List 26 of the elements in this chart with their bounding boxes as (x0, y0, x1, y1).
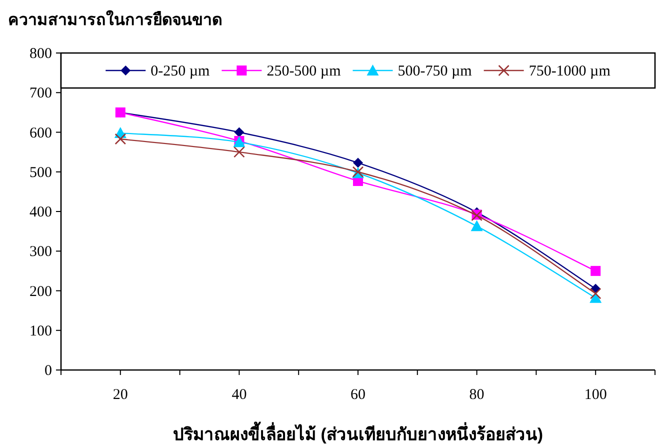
x-tick-label: 40 (232, 387, 247, 403)
y-tick-label: 700 (30, 86, 52, 102)
x-tick-label: 80 (469, 387, 484, 403)
x-tick-label: 60 (350, 387, 366, 403)
y-tick-label: 600 (30, 125, 52, 142)
point (234, 127, 244, 138)
y-tick-label: 500 (30, 164, 52, 181)
legend-label: 500-750 µm (398, 64, 472, 80)
title: ความสามารถในการยืดจนขาด (8, 12, 222, 29)
y-tick-label: 100 (30, 323, 52, 340)
legend-label: 750-1000 µm (528, 64, 611, 80)
legend-label: 0-250 µm (150, 64, 210, 80)
point (353, 158, 363, 168)
y-tick-label: 0 (44, 363, 52, 379)
point (234, 146, 245, 158)
legend-label: 250-500 µm (266, 64, 342, 80)
y-tick-label: 800 (30, 46, 52, 62)
y-tick-label: 300 (30, 244, 52, 260)
point (114, 133, 126, 145)
point (590, 266, 601, 276)
y-tick-label: 200 (30, 284, 52, 300)
y-tick-label: 400 (30, 204, 52, 220)
point (590, 288, 602, 300)
point (470, 220, 483, 232)
x-tick-label: 100 (584, 387, 607, 403)
x-tick-label: 20 (112, 387, 128, 403)
